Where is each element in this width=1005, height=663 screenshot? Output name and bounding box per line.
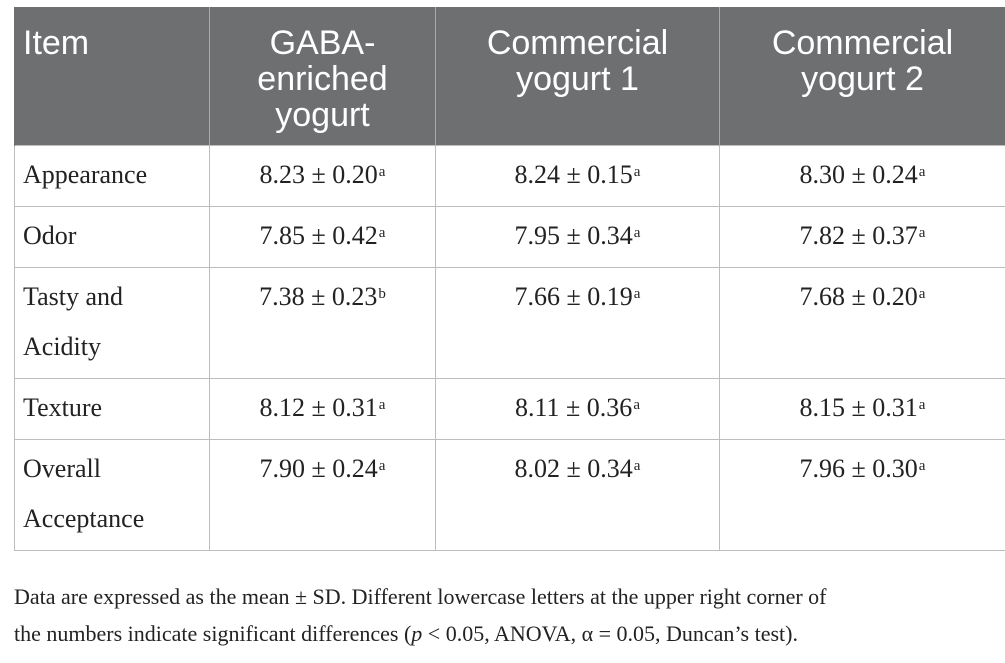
value-cell-commercial-1: 8.11 ± 0.36a [435, 378, 720, 440]
header-gaba-yogurt: GABA- enriched yogurt [209, 7, 436, 146]
table-footnote: Data are expressed as the mean ± SD. Dif… [14, 578, 999, 652]
table-row: Texture 8.12 ± 0.31a 8.11 ± 0.36a 8.15 ±… [14, 378, 1005, 440]
header-gaba-line2: enriched [257, 60, 388, 98]
value-cell-gaba: 7.85 ± 0.42a [209, 206, 436, 268]
value-text: 7.82 ± 0.37 [799, 221, 918, 250]
header-item-label: Item [23, 24, 90, 62]
row-item-label: Texture [23, 393, 103, 422]
value-text: 8.12 ± 0.31 [259, 393, 378, 422]
significance-letter: a [378, 458, 386, 474]
header-commercial-yogurt-1: Commercial yogurt 1 [435, 7, 720, 146]
row-item-label-line1: Tasty and [23, 282, 123, 311]
value-cell-commercial-2: 8.30 ± 0.24a [719, 145, 1005, 207]
row-item-label-line2: Acceptance [23, 504, 145, 533]
significance-letter: a [633, 286, 641, 302]
sensory-evaluation-table: Item GABA- enriched yogurt Commercial yo… [14, 7, 1005, 551]
header-commercial-yogurt-2: Commercial yogurt 2 [719, 7, 1005, 146]
header-item: Item [14, 7, 210, 146]
table-row: Overall Acceptance 7.90 ± 0.24a 8.02 ± 0… [14, 439, 1005, 551]
significance-letter: b [378, 286, 386, 302]
row-item-label-line2: Acidity [23, 332, 101, 361]
header-commercial1-line1: Commercial [486, 24, 669, 62]
table-row: Appearance 8.23 ± 0.20a 8.24 ± 0.15a 8.3… [14, 145, 1005, 207]
significance-letter: a [378, 225, 386, 241]
value-cell-gaba: 7.90 ± 0.24a [209, 439, 436, 551]
value-text: 8.15 ± 0.31 [799, 393, 918, 422]
value-text: 8.30 ± 0.24 [799, 160, 918, 189]
value-cell-commercial-2: 7.96 ± 0.30a [719, 439, 1005, 551]
footnote-line1: Data are expressed as the mean ± SD. Dif… [14, 584, 827, 609]
significance-letter: a [633, 164, 641, 180]
value-cell-commercial-2: 7.68 ± 0.20a [719, 267, 1005, 379]
value-cell-gaba: 8.23 ± 0.20a [209, 145, 436, 207]
footnote-p-symbol: p [411, 621, 423, 646]
row-item-label: Odor [23, 221, 77, 250]
significance-letter: a [633, 225, 641, 241]
significance-letter: a [378, 397, 386, 413]
table-body: Appearance 8.23 ± 0.20a 8.24 ± 0.15a 8.3… [14, 145, 1005, 551]
value-cell-commercial-2: 7.82 ± 0.37a [719, 206, 1005, 268]
header-commercial2-line2: yogurt 2 [801, 60, 924, 98]
header-commercial1-line2: yogurt 1 [516, 60, 639, 98]
significance-letter: a [633, 458, 641, 474]
significance-letter: a [918, 286, 926, 302]
row-item-cell: Appearance [14, 145, 210, 207]
header-gaba-line3: yogurt [275, 96, 370, 134]
significance-letter: a [378, 164, 386, 180]
value-text: 8.11 ± 0.36 [515, 393, 633, 422]
significance-letter: a [918, 225, 926, 241]
value-text: 7.38 ± 0.23 [259, 282, 378, 311]
value-cell-commercial-1: 8.02 ± 0.34a [435, 439, 720, 551]
value-text: 7.96 ± 0.30 [799, 454, 918, 483]
results-table-container: Item GABA- enriched yogurt Commercial yo… [14, 7, 1005, 551]
significance-letter: a [633, 397, 640, 413]
significance-letter: a [918, 397, 926, 413]
value-cell-gaba: 8.12 ± 0.31a [209, 378, 436, 440]
row-item-cell: Overall Acceptance [14, 439, 210, 551]
row-item-cell: Odor [14, 206, 210, 268]
header-gaba-line1: GABA- [269, 24, 376, 62]
row-item-cell: Texture [14, 378, 210, 440]
value-cell-commercial-1: 8.24 ± 0.15a [435, 145, 720, 207]
header-row: Item GABA- enriched yogurt Commercial yo… [14, 7, 1005, 146]
table-header: Item GABA- enriched yogurt Commercial yo… [14, 7, 1005, 146]
value-text: 7.68 ± 0.20 [799, 282, 918, 311]
table-row: Odor 7.85 ± 0.42a 7.95 ± 0.34a 7.82 ± 0.… [14, 206, 1005, 268]
row-item-label-line1: Overall [23, 454, 101, 483]
footnote-line2-a: the numbers indicate significant differe… [14, 621, 412, 646]
value-text: 8.23 ± 0.20 [259, 160, 378, 189]
row-item-label: Appearance [23, 160, 148, 189]
significance-letter: a [918, 164, 926, 180]
header-commercial2-line1: Commercial [771, 24, 954, 62]
table-row: Tasty and Acidity 7.38 ± 0.23b 7.66 ± 0.… [14, 267, 1005, 379]
value-cell-commercial-1: 7.66 ± 0.19a [435, 267, 720, 379]
value-text: 8.02 ± 0.34 [514, 454, 633, 483]
value-cell-commercial-1: 7.95 ± 0.34a [435, 206, 720, 268]
footnote-line2-b: < 0.05, ANOVA, α = 0.05, Duncan’s test). [422, 621, 798, 646]
row-item-cell: Tasty and Acidity [14, 267, 210, 379]
value-cell-commercial-2: 8.15 ± 0.31a [719, 378, 1005, 440]
value-cell-gaba: 7.38 ± 0.23b [209, 267, 436, 379]
value-text: 7.95 ± 0.34 [514, 221, 633, 250]
value-text: 7.90 ± 0.24 [259, 454, 378, 483]
value-text: 7.85 ± 0.42 [259, 221, 378, 250]
value-text: 8.24 ± 0.15 [514, 160, 633, 189]
value-text: 7.66 ± 0.19 [514, 282, 633, 311]
significance-letter: a [918, 458, 926, 474]
